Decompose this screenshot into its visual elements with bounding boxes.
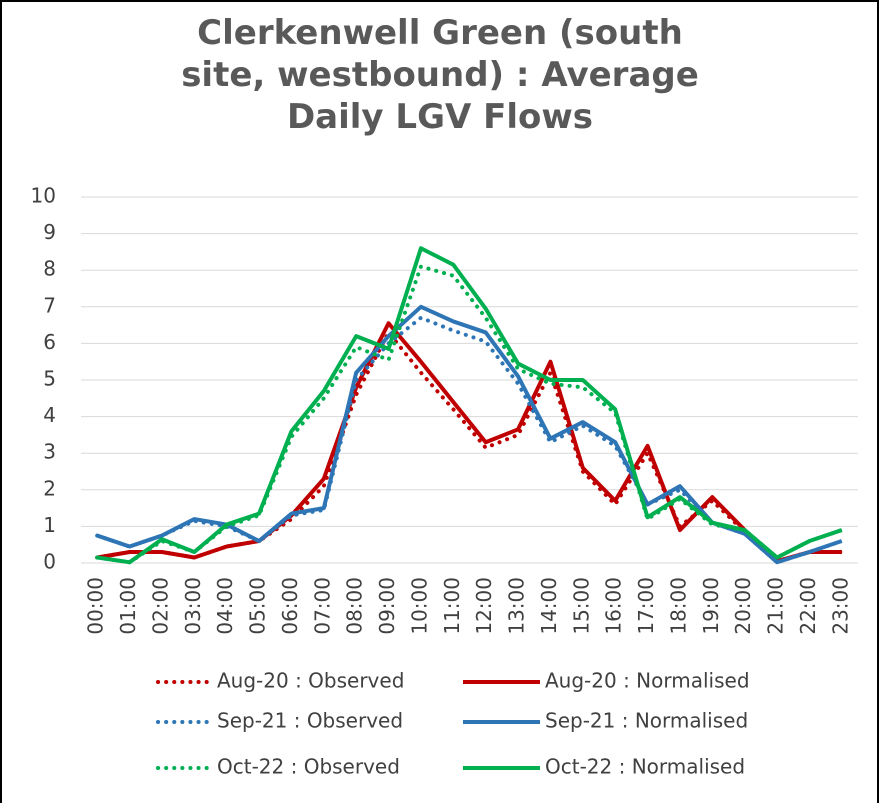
y-tick-label: 0 bbox=[43, 550, 56, 574]
y-tick-label: 6 bbox=[43, 330, 56, 354]
legend-label: Oct-22 : Normalised bbox=[545, 755, 745, 779]
x-tick-label: 13:00 bbox=[505, 577, 529, 635]
x-tick-label: 12:00 bbox=[472, 577, 496, 635]
x-tick-label: 15:00 bbox=[569, 577, 593, 635]
x-tick-label: 10:00 bbox=[407, 577, 431, 635]
x-tick-label: 20:00 bbox=[731, 577, 755, 635]
y-tick-label: 5 bbox=[43, 367, 56, 391]
chart-title: Clerkenwell Green (south site, westbound… bbox=[181, 13, 699, 137]
x-tick-label: 05:00 bbox=[246, 577, 270, 635]
series-line bbox=[96, 246, 843, 565]
x-tick-label: 19:00 bbox=[699, 577, 723, 635]
legend-label: Sep-21 : Normalised bbox=[545, 709, 748, 733]
y-tick-label: 8 bbox=[43, 257, 56, 281]
legend-label: Aug-20 : Observed bbox=[217, 669, 404, 693]
series-line bbox=[96, 304, 843, 565]
x-tick-label: 23:00 bbox=[828, 577, 852, 635]
y-tick-label: 3 bbox=[43, 440, 56, 464]
y-tick-label: 4 bbox=[43, 403, 56, 427]
y-tick-label: 10 bbox=[31, 184, 56, 208]
legend-label: Oct-22 : Observed bbox=[217, 755, 400, 779]
legend-label: Aug-20 : Normalised bbox=[545, 669, 750, 693]
x-tick-label: 16:00 bbox=[602, 577, 626, 635]
y-tick-label: 7 bbox=[43, 293, 56, 317]
x-tick-label: 09:00 bbox=[375, 577, 399, 635]
y-tick-label: 1 bbox=[43, 513, 56, 537]
series-line bbox=[96, 321, 842, 564]
x-tick-label: 11:00 bbox=[440, 577, 464, 635]
x-tick-label: 17:00 bbox=[634, 577, 658, 635]
x-tick-label: 03:00 bbox=[181, 577, 205, 635]
x-tick-label: 02:00 bbox=[148, 577, 172, 635]
x-tick-label: 07:00 bbox=[310, 577, 334, 635]
x-tick-label: 18:00 bbox=[666, 577, 690, 635]
y-tick-label: 9 bbox=[43, 220, 56, 244]
x-tick-label: 04:00 bbox=[213, 577, 237, 635]
series-line bbox=[95, 330, 844, 564]
x-tick-label: 00:00 bbox=[84, 577, 108, 635]
x-tick-label: 08:00 bbox=[343, 577, 367, 635]
x-tick-label: 22:00 bbox=[796, 577, 820, 635]
x-tick-label: 01:00 bbox=[116, 577, 140, 635]
y-tick-label: 2 bbox=[43, 476, 56, 500]
x-tick-label: 21:00 bbox=[764, 577, 788, 635]
legend-label: Sep-21 : Observed bbox=[217, 709, 403, 733]
x-tick-label: 06:00 bbox=[278, 577, 302, 635]
x-tick-label: 14:00 bbox=[537, 577, 561, 635]
